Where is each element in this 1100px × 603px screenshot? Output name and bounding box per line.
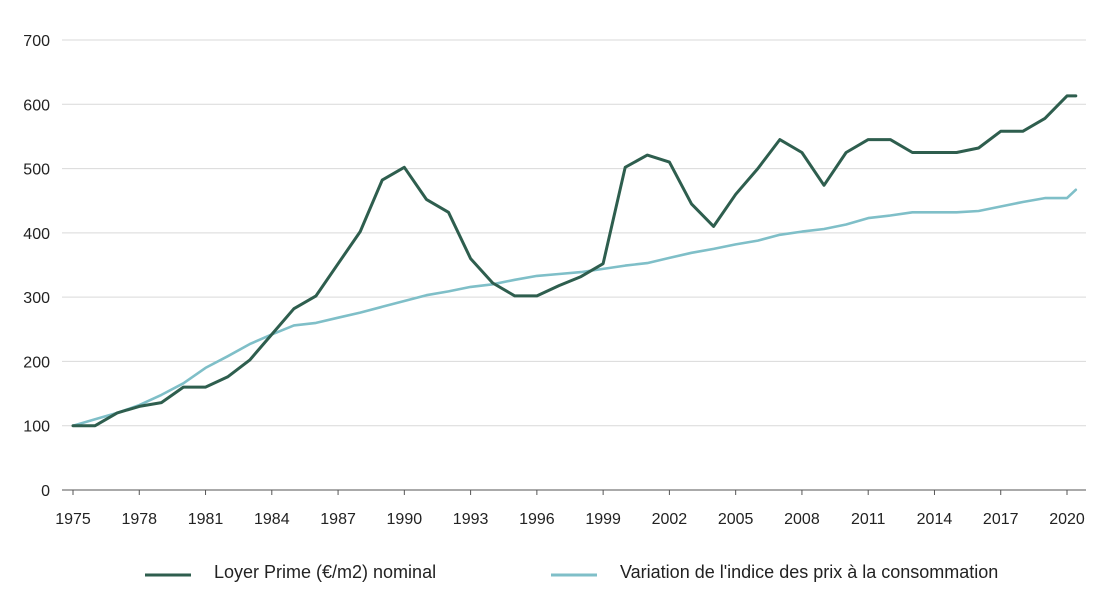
legend-label-0: Loyer Prime (€/m2) nominal	[214, 562, 436, 582]
x-tick-label: 1975	[55, 511, 91, 528]
y-tick-label: 600	[23, 97, 50, 114]
x-tick-label: 1984	[254, 511, 290, 528]
x-tick-label: 2002	[652, 511, 688, 528]
y-tick-label: 300	[23, 290, 50, 307]
x-tick-label: 2017	[983, 511, 1019, 528]
x-tick-label: 2011	[851, 511, 886, 528]
x-tick-label: 1981	[188, 511, 224, 528]
x-tick-label: 1990	[387, 511, 423, 528]
x-axis	[62, 489, 1086, 495]
x-tick-label: 1987	[320, 511, 356, 528]
series-line-0	[71, 94, 1078, 428]
grid-lines	[62, 39, 1086, 427]
x-tick-label: 2005	[718, 511, 754, 528]
legend-label-1: Variation de l'indice des prix à la cons…	[620, 562, 998, 582]
y-tick-label: 100	[23, 419, 50, 436]
y-tick-label: 700	[23, 33, 50, 50]
y-tick-label: 200	[23, 354, 50, 371]
y-tick-label: 400	[23, 226, 50, 243]
y-tick-label: 0	[41, 483, 50, 500]
x-tick-label: 1993	[453, 511, 489, 528]
y-tick-label: 500	[23, 162, 50, 179]
x-tick-label: 1996	[519, 511, 555, 528]
series-line-1	[71, 188, 1078, 428]
legend: Loyer Prime (€/m2) nominal Variation de l…	[145, 562, 998, 582]
x-tick-label: 2014	[917, 511, 953, 528]
x-tick-label: 2008	[784, 511, 820, 528]
x-tick-label: 1978	[121, 511, 157, 528]
x-tick-label: 1999	[585, 511, 621, 528]
x-tick-label: 2020	[1049, 511, 1085, 528]
x-axis-tick-labels: 1975 1978 1981 1984 1987 1990 1993 1996 1999 2002…	[55, 511, 1085, 528]
series-lines	[71, 94, 1078, 428]
y-axis-tick-labels: 0 100 200 300 400 500 600 700	[23, 33, 50, 500]
